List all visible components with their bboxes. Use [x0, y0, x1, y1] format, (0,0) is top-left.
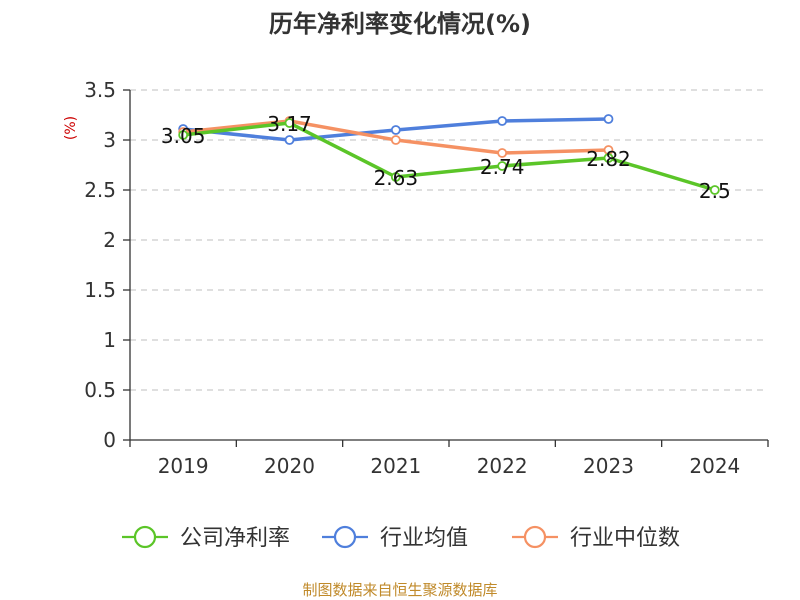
- y-tick-label: 2.5: [84, 178, 116, 202]
- y-tick-label: 1.5: [84, 278, 116, 302]
- data-point: [497, 116, 508, 126]
- data-point: [178, 130, 189, 140]
- legend-label: 行业均值: [380, 526, 468, 551]
- data-point: [603, 114, 614, 124]
- data-point: [497, 161, 508, 171]
- y-unit-label: (%): [63, 116, 79, 140]
- legend-item[interactable]: 行业均值: [322, 525, 468, 551]
- data-point: [709, 185, 720, 195]
- data-point: [284, 135, 295, 145]
- x-tick-label: 2023: [583, 454, 634, 478]
- y-tick-label: 2: [103, 228, 116, 252]
- legend-marker: [523, 525, 547, 549]
- data-label: 2.63: [374, 166, 419, 190]
- legend-item[interactable]: 行业中位数: [512, 525, 680, 551]
- y-tick-label: 0: [103, 428, 116, 452]
- data-labels: 3.05 3.17 2.63 2.74 2.82 2.5: [161, 112, 731, 203]
- legend-marker: [333, 525, 357, 549]
- x-tick-label: 2022: [477, 454, 528, 478]
- axes: 0 0.5 1 1.5 2 2.5 3 3.5 2019 2020 2021 2022 2023 2024: [84, 78, 769, 478]
- y-tick-label: 3.5: [84, 78, 116, 102]
- data-point: [497, 148, 508, 158]
- legend[interactable]: 公司净利率 行业均值 行业中位数: [122, 525, 680, 551]
- data-label: 3.17: [267, 112, 312, 136]
- data-label: 3.05: [161, 124, 206, 148]
- x-tick-label: 2024: [689, 454, 740, 478]
- x-tick-label: 2019: [158, 454, 209, 478]
- y-tick-label: 3: [103, 128, 116, 152]
- legend-label: 公司净利率: [180, 526, 290, 551]
- x-tick-label: 2021: [370, 454, 421, 478]
- data-point: [603, 153, 614, 163]
- grid-lines: [130, 89, 768, 391]
- data-point: [284, 118, 295, 128]
- data-label: 2.82: [586, 147, 631, 171]
- data-label: 2.5: [699, 179, 731, 203]
- legend-label: 行业中位数: [570, 526, 680, 551]
- series-line: [182, 121, 716, 192]
- series-lines: [178, 114, 720, 195]
- source-note: 制图数据来自恒生聚源数据库: [302, 581, 497, 599]
- legend-item[interactable]: 公司净利率: [122, 525, 290, 551]
- data-point: [390, 172, 401, 182]
- y-tick-label: 1: [103, 328, 116, 352]
- chart-title: 历年净利率变化情况(%): [269, 10, 531, 38]
- legend-marker: [133, 525, 157, 549]
- x-tick-label: 2020: [264, 454, 315, 478]
- data-point: [390, 125, 401, 135]
- data-label: 2.74: [480, 155, 525, 179]
- data-point: [390, 135, 401, 145]
- y-tick-label: 0.5: [84, 378, 116, 402]
